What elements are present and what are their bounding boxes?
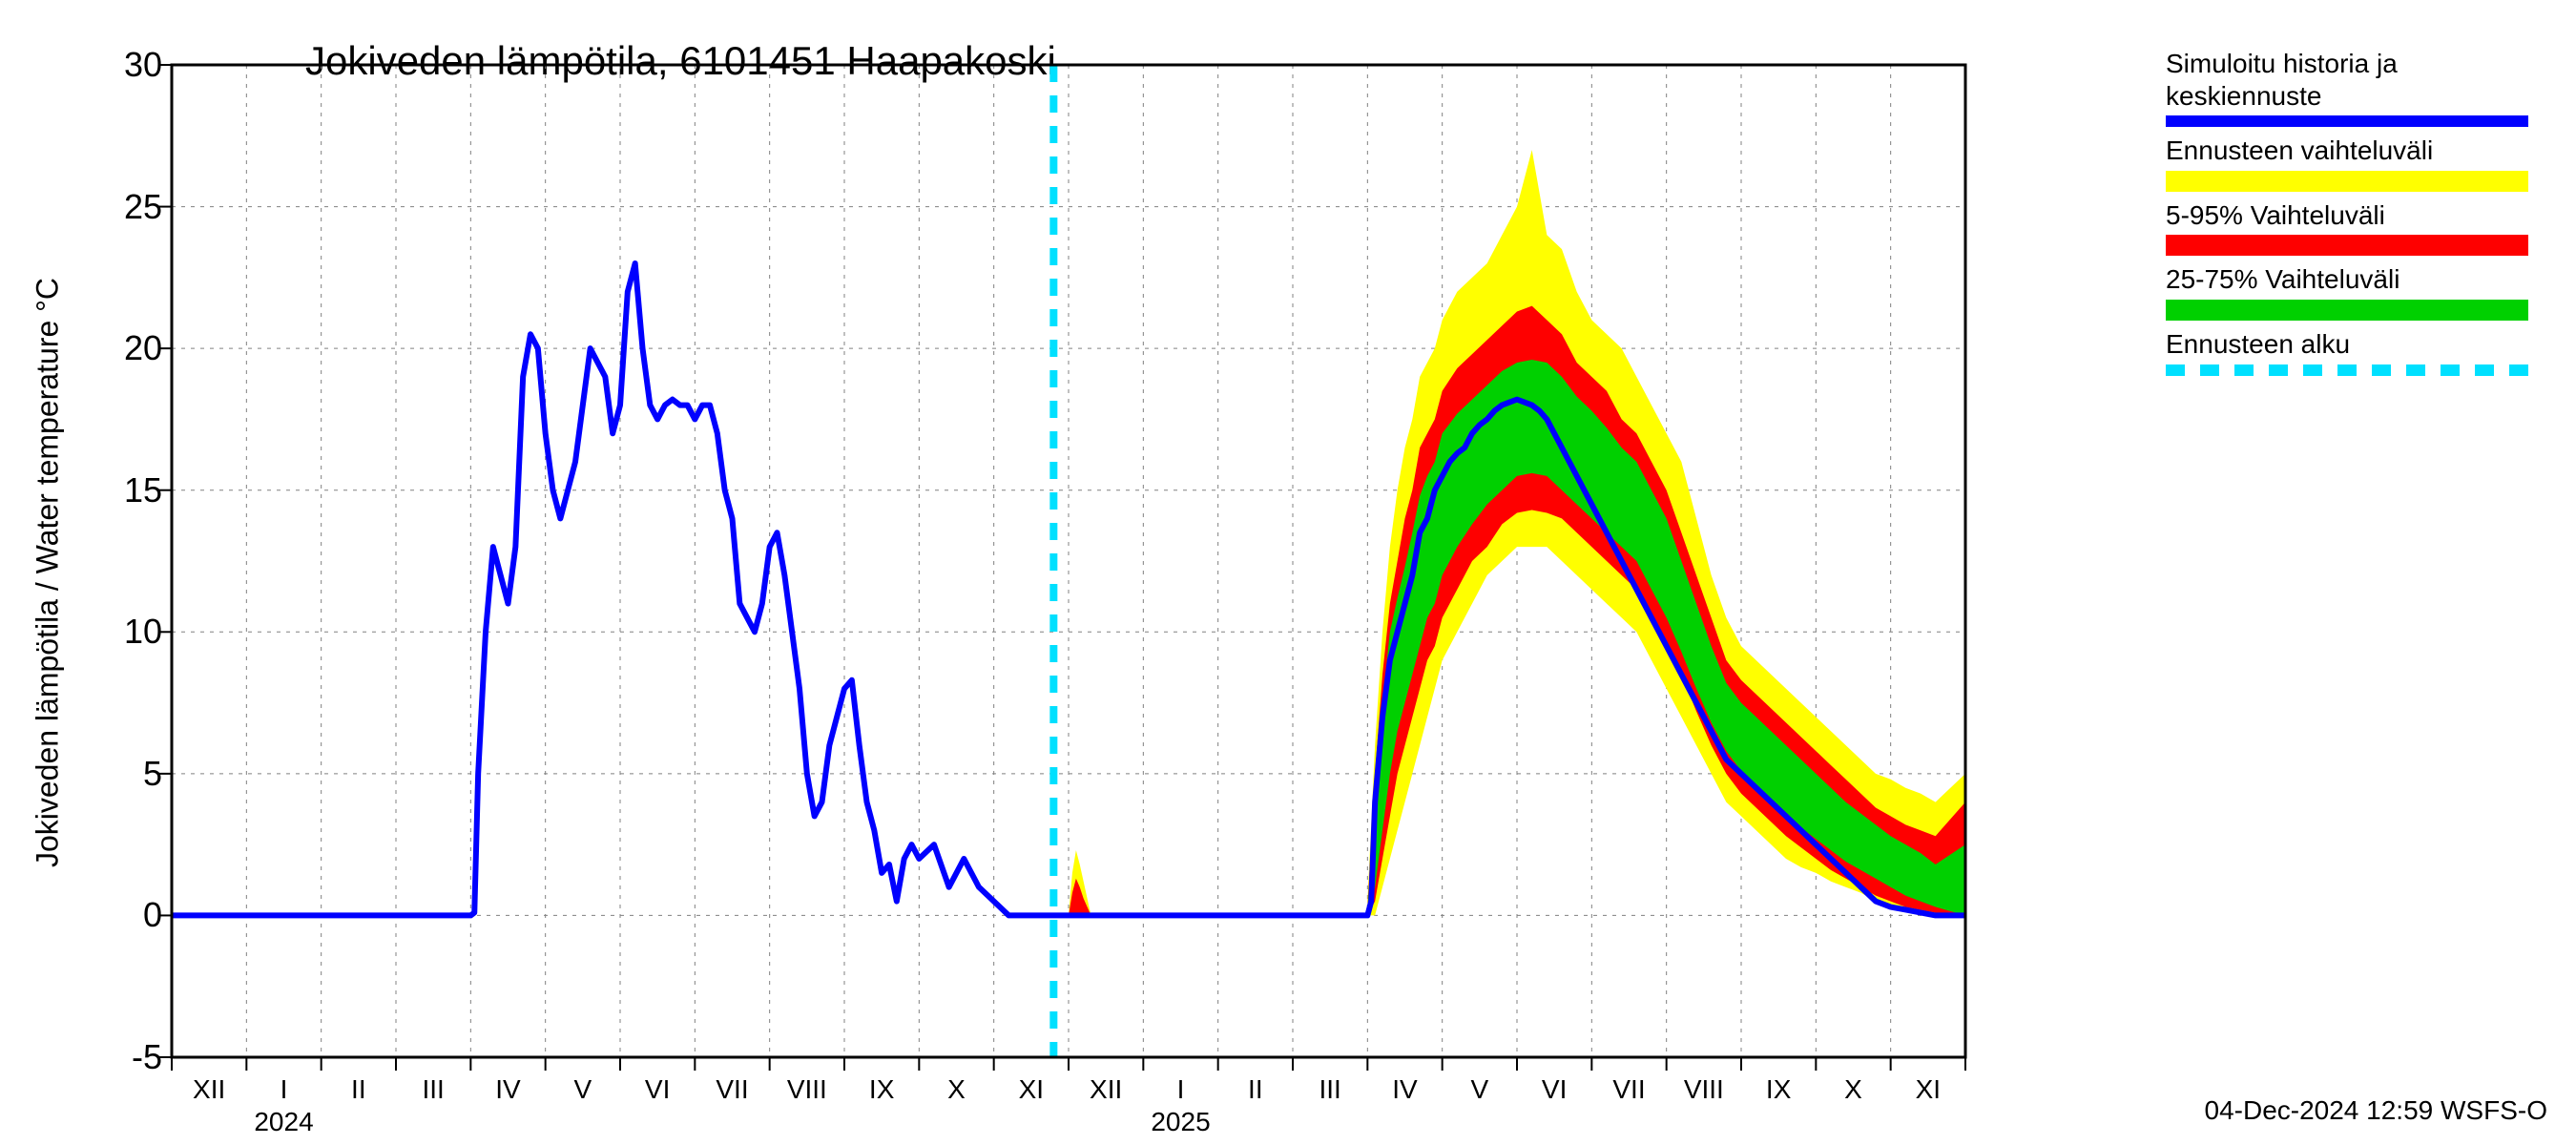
x-tick-label: XII <box>1090 1074 1122 1105</box>
chart-container: Jokiveden lämpötila / Water temperature … <box>0 0 2576 1145</box>
plot-area <box>172 65 1965 1057</box>
legend-item: 5-95% Vaihteluväli <box>2166 199 2547 257</box>
legend-swatch <box>2166 235 2528 256</box>
x-tick-label: XI <box>1916 1074 1941 1105</box>
legend-label: 25-75% Vaihteluväli <box>2166 263 2547 296</box>
legend-label: Ennusteen alku <box>2166 328 2547 361</box>
x-tick-label: IX <box>1766 1074 1791 1105</box>
x-tick-label: IV <box>1392 1074 1417 1105</box>
x-tick-label: X <box>1844 1074 1862 1105</box>
x-tick-label: I <box>280 1074 288 1105</box>
x-tick-label: VII <box>1612 1074 1645 1105</box>
x-tick-label: XI <box>1019 1074 1044 1105</box>
x-tick-label: V <box>573 1074 592 1105</box>
legend-label: keskiennuste <box>2166 80 2547 113</box>
x-tick-label: VI <box>645 1074 670 1105</box>
legend-swatch <box>2166 171 2528 192</box>
legend: Simuloitu historia jakeskiennuste Ennuste… <box>2166 48 2547 384</box>
x-tick-label: II <box>1248 1074 1263 1105</box>
legend-label: Ennusteen vaihteluväli <box>2166 135 2547 167</box>
x-year-label: 2024 <box>254 1107 313 1137</box>
x-tick-label: IV <box>495 1074 520 1105</box>
x-tick-label: XII <box>193 1074 225 1105</box>
x-tick-label: I <box>1177 1074 1185 1105</box>
legend-swatch <box>2166 115 2528 127</box>
x-tick-label: III <box>422 1074 444 1105</box>
x-tick-label: X <box>947 1074 966 1105</box>
legend-item: Ennusteen vaihteluväli <box>2166 135 2547 192</box>
x-tick-label: VIII <box>1684 1074 1724 1105</box>
legend-item: Simuloitu historia jakeskiennuste <box>2166 48 2547 127</box>
legend-item: Ennusteen alku <box>2166 328 2547 376</box>
x-tick-label: V <box>1470 1074 1488 1105</box>
x-tick-label: III <box>1319 1074 1340 1105</box>
legend-label: 5-95% Vaihteluväli <box>2166 199 2547 232</box>
legend-label: Simuloitu historia ja <box>2166 48 2547 80</box>
x-tick-label: VI <box>1542 1074 1567 1105</box>
x-year-label: 2025 <box>1151 1107 1210 1137</box>
x-tick-label: VII <box>716 1074 748 1105</box>
legend-swatch <box>2166 364 2528 376</box>
timestamp-label: 04-Dec-2024 12:59 WSFS-O <box>2205 1095 2548 1126</box>
x-tick-label: VIII <box>787 1074 827 1105</box>
legend-swatch <box>2166 300 2528 321</box>
x-tick-label: IX <box>869 1074 894 1105</box>
x-tick-label: II <box>351 1074 366 1105</box>
legend-item: 25-75% Vaihteluväli <box>2166 263 2547 321</box>
